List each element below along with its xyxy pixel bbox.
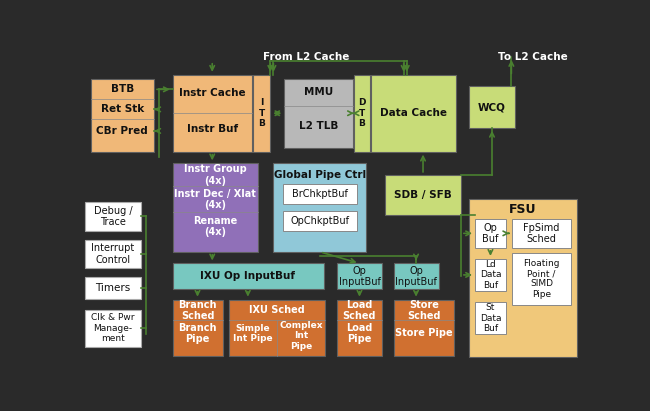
Bar: [371, 75, 456, 152]
Bar: [173, 300, 223, 356]
Bar: [475, 219, 506, 248]
Text: Simple
Int Pipe: Simple Int Pipe: [233, 324, 272, 343]
Text: MMU: MMU: [304, 88, 333, 97]
Bar: [475, 259, 506, 291]
Text: Data Cache: Data Cache: [380, 108, 447, 118]
Text: Floating
Point /
SIMD
Pipe: Floating Point / SIMD Pipe: [523, 259, 560, 299]
Text: Load
Sched: Load Sched: [343, 300, 376, 321]
Bar: [337, 263, 382, 289]
Text: Instr Dec / Xlat
(4x): Instr Dec / Xlat (4x): [174, 189, 256, 210]
Text: I
T
B: I T B: [259, 98, 265, 128]
Bar: [337, 300, 382, 356]
Text: WCQ: WCQ: [478, 102, 506, 112]
Bar: [85, 202, 141, 231]
Text: IXU Sched: IXU Sched: [249, 305, 304, 315]
Text: Op
Buf: Op Buf: [482, 222, 499, 244]
Text: Ld
Data
Buf: Ld Data Buf: [480, 260, 501, 290]
Text: L2 TLB: L2 TLB: [299, 121, 338, 132]
Bar: [254, 75, 270, 152]
Bar: [284, 79, 352, 148]
Bar: [173, 75, 252, 152]
Text: FSU: FSU: [509, 203, 537, 216]
Bar: [469, 199, 577, 357]
Bar: [173, 163, 258, 252]
Text: Complex
Int
Pipe: Complex Int Pipe: [280, 321, 323, 351]
Bar: [173, 263, 324, 289]
Text: Instr Buf: Instr Buf: [187, 124, 238, 134]
Text: OpChkptBuf: OpChkptBuf: [291, 216, 350, 226]
Bar: [393, 263, 439, 289]
Text: Global Pipe Ctrl: Global Pipe Ctrl: [274, 170, 366, 180]
Text: SDB / SFB: SDB / SFB: [394, 190, 452, 200]
Bar: [393, 300, 454, 356]
Bar: [354, 75, 370, 152]
Text: BrChkptBuf: BrChkptBuf: [292, 189, 348, 199]
Text: BTB: BTB: [111, 84, 134, 95]
Text: Timers: Timers: [96, 283, 131, 293]
Text: Branch
Sched: Branch Sched: [178, 300, 216, 321]
Text: Rename
(4x): Rename (4x): [193, 216, 237, 237]
Text: FpSimd
Sched: FpSimd Sched: [523, 222, 560, 244]
Text: St
Data
Buf: St Data Buf: [480, 303, 501, 333]
Text: Branch
Pipe: Branch Pipe: [178, 323, 216, 344]
Text: Instr Group
(4x): Instr Group (4x): [184, 164, 247, 186]
Bar: [512, 253, 571, 305]
Bar: [283, 184, 357, 204]
Text: Ret Stk: Ret Stk: [101, 104, 144, 114]
Bar: [469, 85, 515, 128]
Text: Store Pipe: Store Pipe: [395, 328, 452, 338]
Text: Op
InputBuf: Op InputBuf: [339, 266, 380, 287]
Bar: [90, 79, 154, 152]
Text: CBr Pred: CBr Pred: [96, 126, 148, 136]
Text: Debug /
Trace: Debug / Trace: [94, 206, 133, 227]
Text: IXU Op InputBuf: IXU Op InputBuf: [200, 272, 295, 282]
Text: To L2 Cache: To L2 Cache: [498, 52, 568, 62]
Text: Op
InputBuf: Op InputBuf: [395, 266, 437, 287]
Text: From L2 Cache: From L2 Cache: [263, 52, 349, 62]
Text: Instr Cache: Instr Cache: [179, 88, 246, 98]
Text: Interrupt
Control: Interrupt Control: [92, 243, 135, 265]
Bar: [229, 300, 326, 356]
Bar: [283, 211, 357, 231]
Text: D
T
B: D T B: [358, 98, 365, 128]
Bar: [475, 302, 506, 334]
Bar: [85, 240, 141, 268]
Bar: [85, 277, 141, 299]
Text: Clk & Pwr
Manage-
ment: Clk & Pwr Manage- ment: [91, 313, 135, 343]
Bar: [385, 175, 461, 215]
Bar: [85, 309, 141, 346]
Text: Load
Pipe: Load Pipe: [346, 323, 372, 344]
Bar: [274, 163, 367, 252]
Bar: [512, 219, 571, 248]
Text: Store
Sched: Store Sched: [407, 300, 441, 321]
